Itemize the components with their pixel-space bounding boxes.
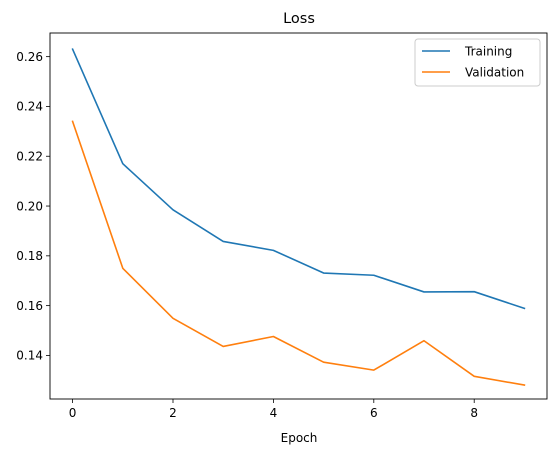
x-tick-label: 6 — [370, 406, 378, 420]
legend-label-training: Training — [464, 44, 512, 58]
y-tick-label: 0.24 — [16, 100, 43, 114]
x-tick-label: 0 — [69, 406, 77, 420]
y-tick-label: 0.20 — [16, 199, 43, 213]
y-tick-label: 0.14 — [16, 349, 43, 363]
plot-frame — [49, 32, 548, 400]
x-tick-label: 8 — [470, 406, 478, 420]
legend: Training Validation — [414, 38, 541, 87]
series-line-validation — [71, 120, 526, 386]
x-tick-label: 2 — [169, 406, 177, 420]
x-tick-label: 4 — [270, 406, 278, 420]
y-tick-label: 0.22 — [16, 150, 43, 164]
y-tick-label: 0.26 — [16, 50, 43, 64]
legend-label-validation: Validation — [465, 65, 524, 79]
y-tick-label: 0.18 — [16, 249, 43, 263]
chart-title: Loss — [283, 11, 315, 27]
x-axis-label: Epoch — [281, 431, 318, 445]
series-line-training — [71, 48, 526, 310]
y-tick-label: 0.16 — [16, 299, 43, 313]
